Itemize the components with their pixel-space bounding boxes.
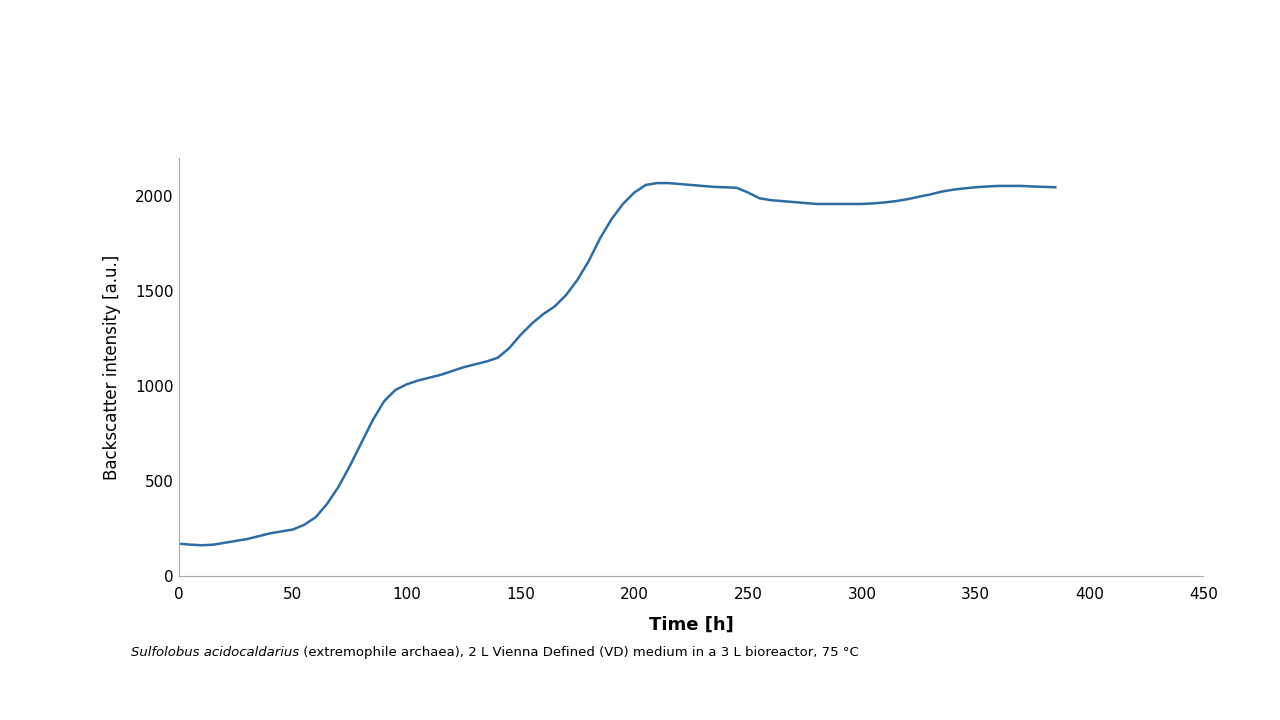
Y-axis label: Backscatter intensity [a.u.]: Backscatter intensity [a.u.]	[104, 255, 122, 480]
X-axis label: Time [h]: Time [h]	[649, 616, 733, 634]
Text: Sulfolobus acidocaldarius: Sulfolobus acidocaldarius	[132, 646, 300, 659]
Text: (extremophile archaea), 2 L Vienna Defined (VD) medium in a 3 L bioreactor, 75 °: (extremophile archaea), 2 L Vienna Defin…	[300, 646, 859, 659]
